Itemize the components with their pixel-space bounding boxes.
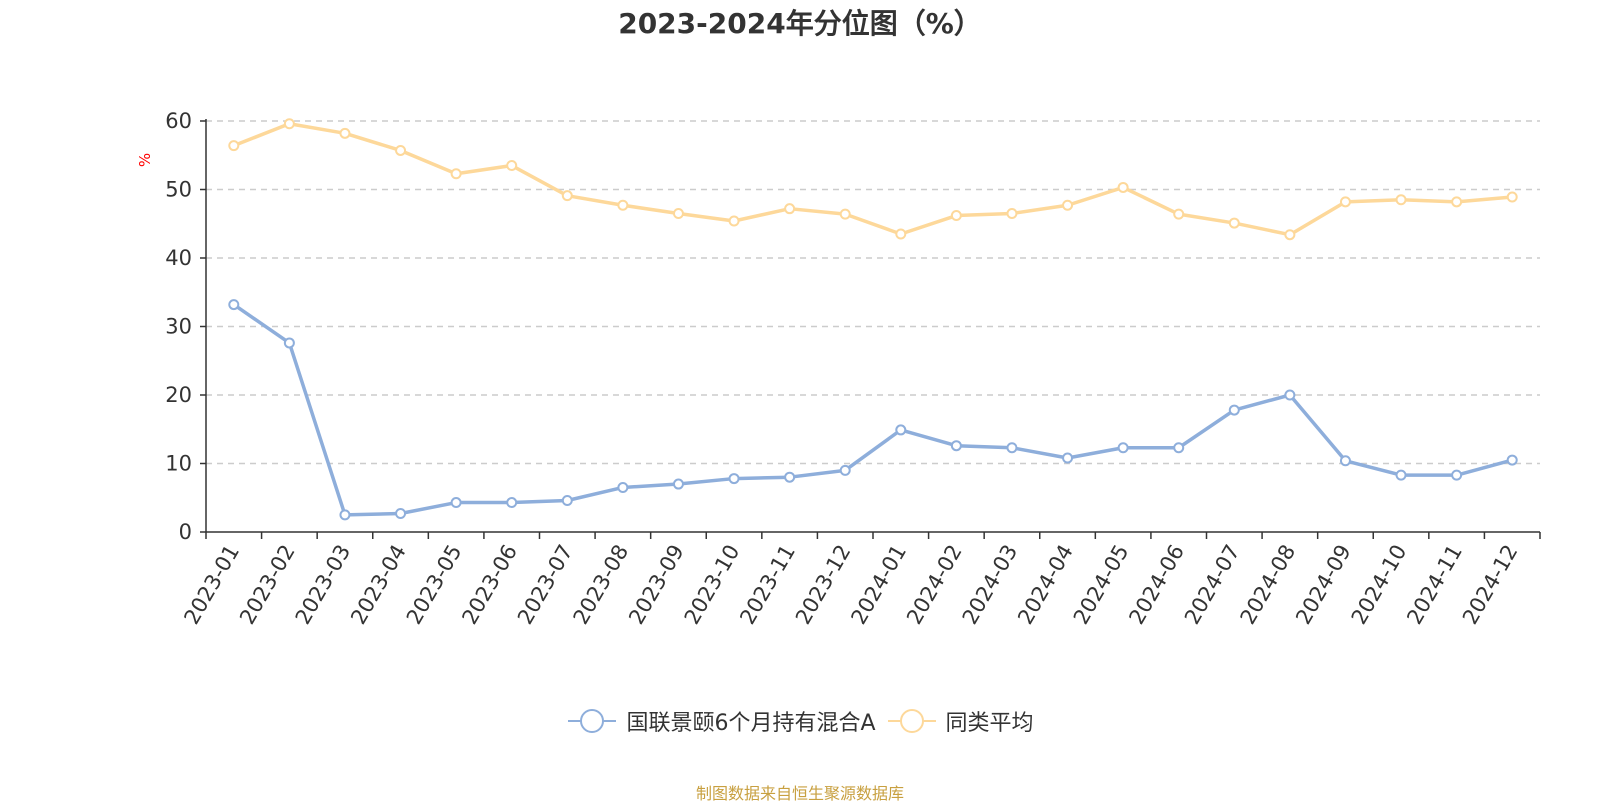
data-point[interactable] (1506, 454, 1518, 466)
data-point[interactable] (1006, 442, 1018, 454)
legend-item-1[interactable]: 国联景颐6个月持有混合A (566, 705, 876, 737)
y-axis-label: % (136, 153, 154, 167)
data-point[interactable] (617, 481, 629, 493)
legend-label: 国联景颐6个月持有混合A (626, 711, 876, 736)
data-point[interactable] (1284, 389, 1296, 401)
x-tick-label: 2024-07 (1180, 541, 1245, 629)
data-point[interactable] (1228, 217, 1240, 229)
x-tick-label: 2024-09 (1291, 541, 1356, 629)
y-tick-label: 30 (165, 315, 192, 339)
data-point[interactable] (728, 215, 740, 227)
data-point[interactable] (839, 208, 851, 220)
x-tick-label: 2024-03 (958, 541, 1023, 629)
data-point[interactable] (1395, 194, 1407, 206)
data-point[interactable] (1395, 469, 1407, 481)
data-point[interactable] (283, 337, 295, 349)
data-point[interactable] (1339, 196, 1351, 208)
y-tick-label: 60 (165, 109, 192, 133)
data-point[interactable] (839, 464, 851, 476)
data-point[interactable] (506, 160, 518, 172)
data-point[interactable] (506, 497, 518, 509)
x-tick-label: 2024-06 (1124, 541, 1189, 629)
x-tick-label: 2023-08 (569, 541, 634, 629)
data-point[interactable] (1451, 196, 1463, 208)
x-tick-label: 2023-12 (791, 541, 856, 629)
series-line (232, 302, 1514, 517)
data-point[interactable] (561, 494, 573, 506)
data-point[interactable] (1173, 442, 1185, 454)
y-tick-label: 0 (179, 520, 192, 544)
data-point[interactable] (395, 144, 407, 156)
x-tick-label: 2024-01 (846, 541, 911, 629)
x-tick-label: 2023-05 (402, 541, 467, 629)
data-point[interactable] (228, 140, 240, 152)
data-point[interactable] (1228, 404, 1240, 416)
data-point[interactable] (617, 199, 629, 211)
data-point[interactable] (450, 168, 462, 180)
data-point[interactable] (339, 127, 351, 139)
x-tick-label: 2023-02 (235, 541, 300, 629)
axes: 01020304050602023-012023-022023-032023-0… (165, 109, 1541, 629)
x-tick-label: 2024-02 (902, 541, 967, 629)
x-tick-label: 2023-03 (291, 541, 356, 629)
x-tick-label: 2023-01 (179, 541, 244, 629)
data-point[interactable] (339, 509, 351, 521)
data-point[interactable] (1117, 442, 1129, 454)
legend-marker-icon (568, 709, 617, 733)
x-tick-label: 2024-10 (1347, 541, 1412, 629)
x-tick-label: 2023-04 (346, 541, 411, 629)
x-tick-label: 2023-06 (457, 541, 522, 629)
data-point[interactable] (228, 299, 240, 311)
y-tick-label: 20 (165, 383, 192, 407)
data-point[interactable] (1062, 199, 1074, 211)
x-tick-label: 2024-04 (1013, 541, 1078, 629)
y-tick-label: 10 (165, 452, 192, 476)
data-point[interactable] (728, 473, 740, 485)
data-point[interactable] (950, 440, 962, 452)
data-point[interactable] (1339, 455, 1351, 467)
data-point[interactable] (895, 424, 907, 436)
data-point[interactable] (1451, 469, 1463, 481)
data-point[interactable] (283, 118, 295, 130)
x-tick-label: 2024-11 (1402, 541, 1467, 629)
x-tick-label: 2023-11 (735, 541, 800, 629)
data-point[interactable] (1006, 207, 1018, 219)
data-point[interactable] (1062, 452, 1074, 464)
y-tick-label: 40 (165, 246, 192, 270)
series-lines (228, 118, 1518, 521)
data-point[interactable] (950, 210, 962, 222)
legend: 国联景颐6个月持有混合A 同类平均 (0, 705, 1600, 737)
data-point[interactable] (784, 471, 796, 483)
y-tick-label: 50 (165, 178, 192, 202)
data-point[interactable] (672, 478, 684, 490)
x-tick-label: 2024-05 (1069, 541, 1134, 629)
chart-title: 2023-2024年分位图（%） (618, 7, 982, 40)
data-point[interactable] (1117, 181, 1129, 193)
x-tick-label: 2023-09 (624, 541, 689, 629)
data-point[interactable] (784, 203, 796, 215)
legend-label: 同类平均 (945, 711, 1034, 736)
x-tick-label: 2024-08 (1236, 541, 1301, 629)
x-tick-label: 2023-07 (513, 541, 578, 629)
x-tick-label: 2023-10 (680, 541, 745, 629)
data-point[interactable] (395, 508, 407, 520)
data-source-note: 制图数据来自恒生聚源数据库 (695, 784, 904, 803)
grid-lines (206, 120, 1540, 465)
data-point[interactable] (672, 207, 684, 219)
data-point[interactable] (895, 228, 907, 240)
data-point[interactable] (561, 190, 573, 202)
x-tick-label: 2024-12 (1458, 541, 1523, 629)
data-point[interactable] (1173, 208, 1185, 220)
data-point[interactable] (1506, 191, 1518, 203)
data-point[interactable] (450, 497, 462, 509)
legend-item-2[interactable]: 同类平均 (886, 705, 1034, 737)
series-1 (228, 299, 1518, 521)
legend-marker-icon (887, 709, 936, 733)
series-line (232, 121, 1514, 237)
data-point[interactable] (1284, 229, 1296, 241)
series-2 (228, 118, 1518, 241)
